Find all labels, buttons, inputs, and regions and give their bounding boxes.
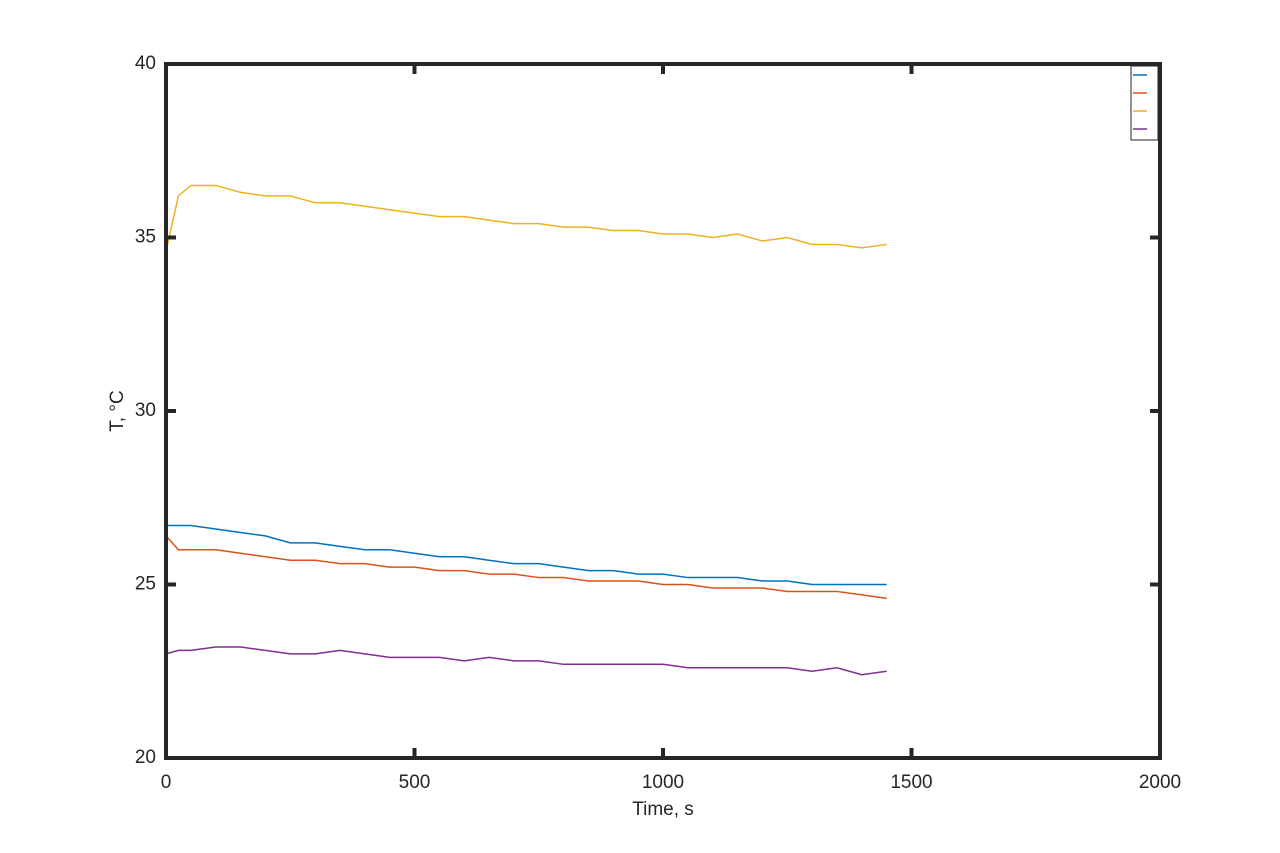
x-tick-label: 1500 <box>890 772 932 793</box>
x-tick-label: 500 <box>399 772 431 793</box>
y-tick-label: 20 <box>135 747 156 768</box>
legend-box <box>1130 65 1159 141</box>
y-tick-label: 40 <box>135 53 156 74</box>
y-tick-label: 30 <box>135 400 156 421</box>
data-line <box>165 646 887 676</box>
y-tick-label: 35 <box>135 227 156 248</box>
x-tick-label: 1000 <box>642 772 684 793</box>
x-tick-label: 2000 <box>1139 772 1181 793</box>
data-line <box>166 524 887 586</box>
data-line <box>165 184 887 252</box>
y-axis-label: T, °C <box>107 390 128 431</box>
x-tick-label: 0 <box>161 772 172 793</box>
x-axis-label: Time, s <box>632 799 694 820</box>
data-line <box>165 535 887 600</box>
y-tick-label: 25 <box>135 574 156 595</box>
